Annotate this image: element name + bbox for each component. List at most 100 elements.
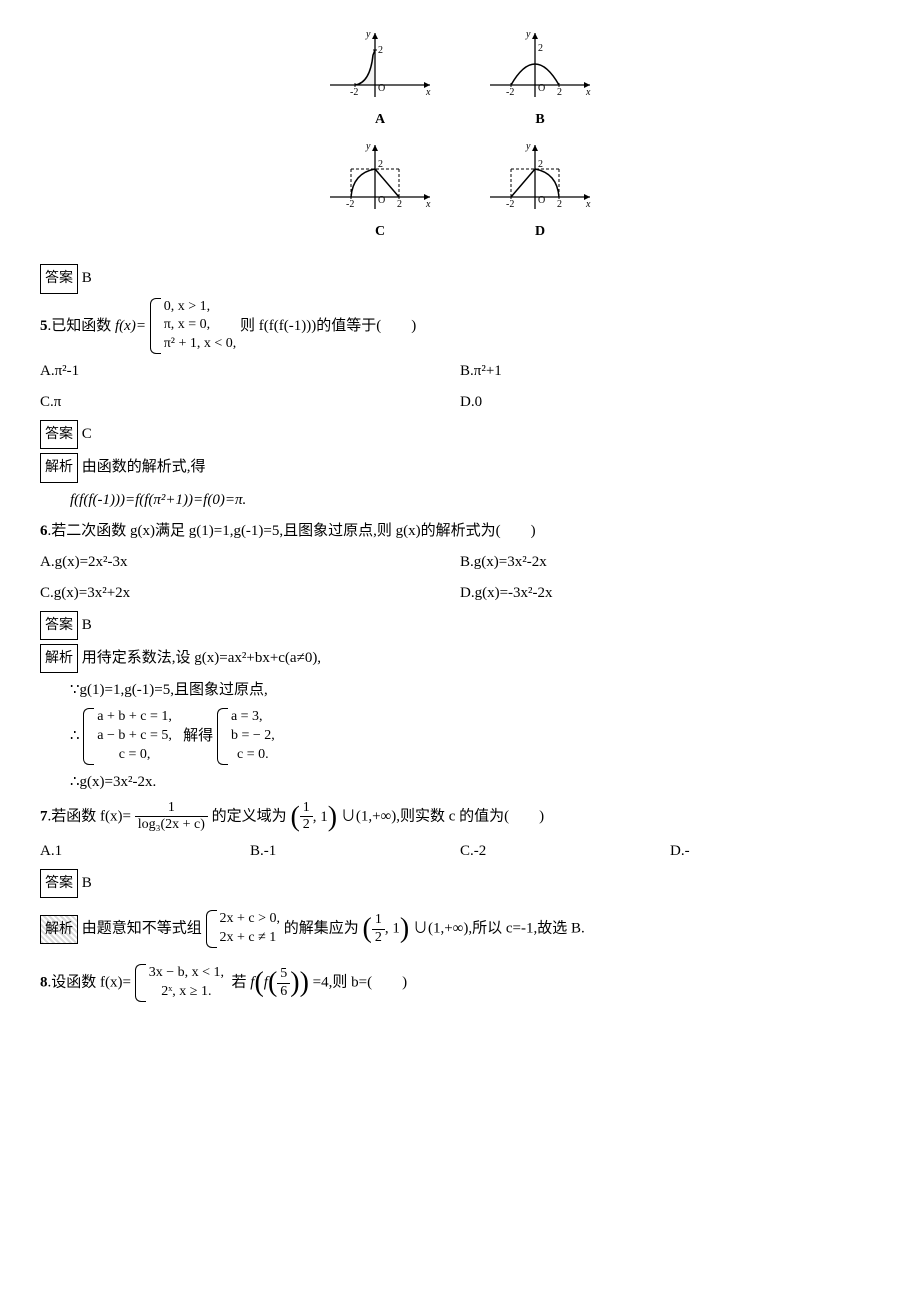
graph-row-1: O x y -2 2 A O x y [40,25,880,132]
q7-stem-mid: 的定义域为 [212,808,287,824]
q5-choices-row1: A.π²-1 B.π²+1 [40,358,880,385]
graph-option-d: O x y -2 2 2 D [480,137,600,244]
svg-text:y: y [525,141,531,152]
q6-answer-line: 答案 B [40,611,880,640]
lparen-icon: ( [363,913,372,944]
option-graphs-block: O x y -2 2 A O x y [40,25,880,244]
q8-inner-den: 6 [277,984,290,1001]
rparen-icon: ) [328,801,337,832]
q6-sys-r2: b = − 2, [231,727,275,746]
graph-option-b: O x y -2 2 2 B [480,25,600,132]
q6-number: 6 [40,523,48,539]
q6-sys-l2: a − b + c = 5, [97,727,172,746]
svg-text:O: O [538,195,545,206]
q6-sys-l3: c = 0, [97,746,172,765]
q5-stem: 5.已知函数 f(x)= 0, x > 1, π, x = 0, π² + 1,… [40,298,880,355]
q7-choice-c: C.-2 [460,838,670,865]
graph-a-label: A [320,107,440,132]
q6-sys-l1: a + b + c = 1, [97,708,172,727]
lparen-icon: ( [290,801,299,832]
q5-case-1: 0, x > 1, [164,298,237,317]
q7-interval-frac: 12 [300,800,313,835]
q7-stem: 7.若函数 f(x)= 1 log₃(2x + c) 的定义域为 (12, 1)… [40,800,880,835]
graph-c-label: C [320,219,440,244]
q5-stem-post: 则 f(f(f(-1)))的值等于( ) [240,317,416,333]
graph-b-label: B [480,107,600,132]
svg-text:O: O [378,195,385,206]
q7-answer-value: B [82,875,92,891]
svg-text:x: x [585,199,591,210]
q8-piecewise: 3x − b, x < 1, 2ˣ, x ≥ 1. [135,964,224,1002]
q5-choice-a: A.π²-1 [40,358,460,385]
q6-system-left: a + b + c = 1, a − b + c = 5, c = 0, [83,708,172,765]
q7-analysis-line: 解析 由题意知不等式组 2x + c > 0, 2x + c ≠ 1 的解集应为… [40,910,880,948]
graph-d-label: D [480,219,600,244]
q6-answer-value: B [82,617,92,633]
q7-choice-a: A.1 [40,838,250,865]
graph-b-svg: O x y -2 2 2 [480,25,600,105]
rparen-icon: ) [290,967,299,998]
svg-text:-2: -2 [506,199,514,210]
q8-case-1: 3x − b, x < 1, [149,964,224,983]
q7-analysis-pre: 由题意知不等式组 [82,921,202,937]
q6-system-join: 解得 [183,728,213,744]
q7-int-num2: 1 [372,912,385,930]
q7-interval-frac2: 12 [372,912,385,947]
q7-int-num: 1 [300,800,313,818]
svg-text:-2: -2 [350,87,358,98]
graph-option-a: O x y -2 2 A [320,25,440,132]
q8-stem-mid1: 若 [232,975,251,991]
q8-number: 8 [40,975,48,991]
q6-analysis-line1: 解析 用待定系数法,设 g(x)=ax²+bx+c(a≠0), [40,644,880,673]
svg-text:2: 2 [557,87,562,98]
q5-answer-line: 答案 C [40,420,880,449]
answer-label-box: 答案 [40,420,78,449]
svg-text:2: 2 [538,159,543,170]
q6-system-line: ∴ a + b + c = 1, a − b + c = 5, c = 0, 解… [40,708,880,765]
q7-int-den: 2 [300,817,313,834]
q5-case-3: π² + 1, x < 0, [164,335,237,354]
svg-text:O: O [538,83,545,94]
svg-text:O: O [378,83,385,94]
q6-stem-text: .若二次函数 g(x)满足 g(1)=1,g(-1)=5,且图象过原点,则 g(… [48,523,536,539]
q7-choice-b: B.-1 [250,838,460,865]
q6-choices-row2: C.g(x)=3x²+2x D.g(x)=-3x²-2x [40,580,880,607]
q5-analysis-line2: f(f(f(-1)))=f(f(π²+1))=f(0)=π. [40,487,880,514]
q5-case-2: π, x = 0, [164,316,237,335]
svg-text:-2: -2 [346,199,354,210]
q5-stem-pre: .已知函数 [48,317,116,333]
q4-answer-line: 答案 B [40,264,880,293]
svg-text:2: 2 [538,43,543,54]
q7-case-2: 2x + c ≠ 1 [220,929,281,948]
graph-d-svg: O x y -2 2 2 [480,137,600,217]
q8-case-2: 2ˣ, x ≥ 1. [149,983,224,1002]
q7-answer-line: 答案 B [40,869,880,898]
q5-choice-b: B.π²+1 [460,358,880,385]
q6-choice-d: D.g(x)=-3x²-2x [460,580,880,607]
rparen-icon: ) [400,913,409,944]
graph-c-svg: O x y -2 2 2 [320,137,440,217]
svg-text:x: x [585,87,591,98]
lparen-icon: ( [268,967,277,998]
svg-text:y: y [525,29,531,40]
analysis-label-box: 解析 [40,453,78,482]
q6-conclusion: ∴g(x)=3x²-2x. [70,774,156,790]
q5-piecewise: 0, x > 1, π, x = 0, π² + 1, x < 0, [150,298,237,355]
q5-analysis-line1: 解析 由函数的解析式,得 [40,453,880,482]
q7-choice-d: D.- [670,838,880,865]
answer-label-box: 答案 [40,869,78,898]
q5-analysis-1: 由函数的解析式,得 [82,459,206,475]
q7-stem-pre: .若函数 f(x)= [48,808,131,824]
lparen-icon: ( [254,967,263,998]
svg-text:y: y [365,29,371,40]
q5-number: 5 [40,317,48,333]
svg-text:2: 2 [397,199,402,210]
rparen-icon: ) [300,967,309,998]
q5-choice-c: C.π [40,389,460,416]
q6-choices-row1: A.g(x)=2x²-3x B.g(x)=3x²-2x [40,549,880,576]
q7-int-den2: 2 [372,930,385,947]
q6-therefore: ∴ [70,728,80,744]
q8-stem-pre: .设函数 f(x)= [48,975,131,991]
q7-interval-rest2: , 1 [385,921,400,937]
q7-stem-post: ∪(1,+∞),则实数 c 的值为( ) [341,808,544,824]
